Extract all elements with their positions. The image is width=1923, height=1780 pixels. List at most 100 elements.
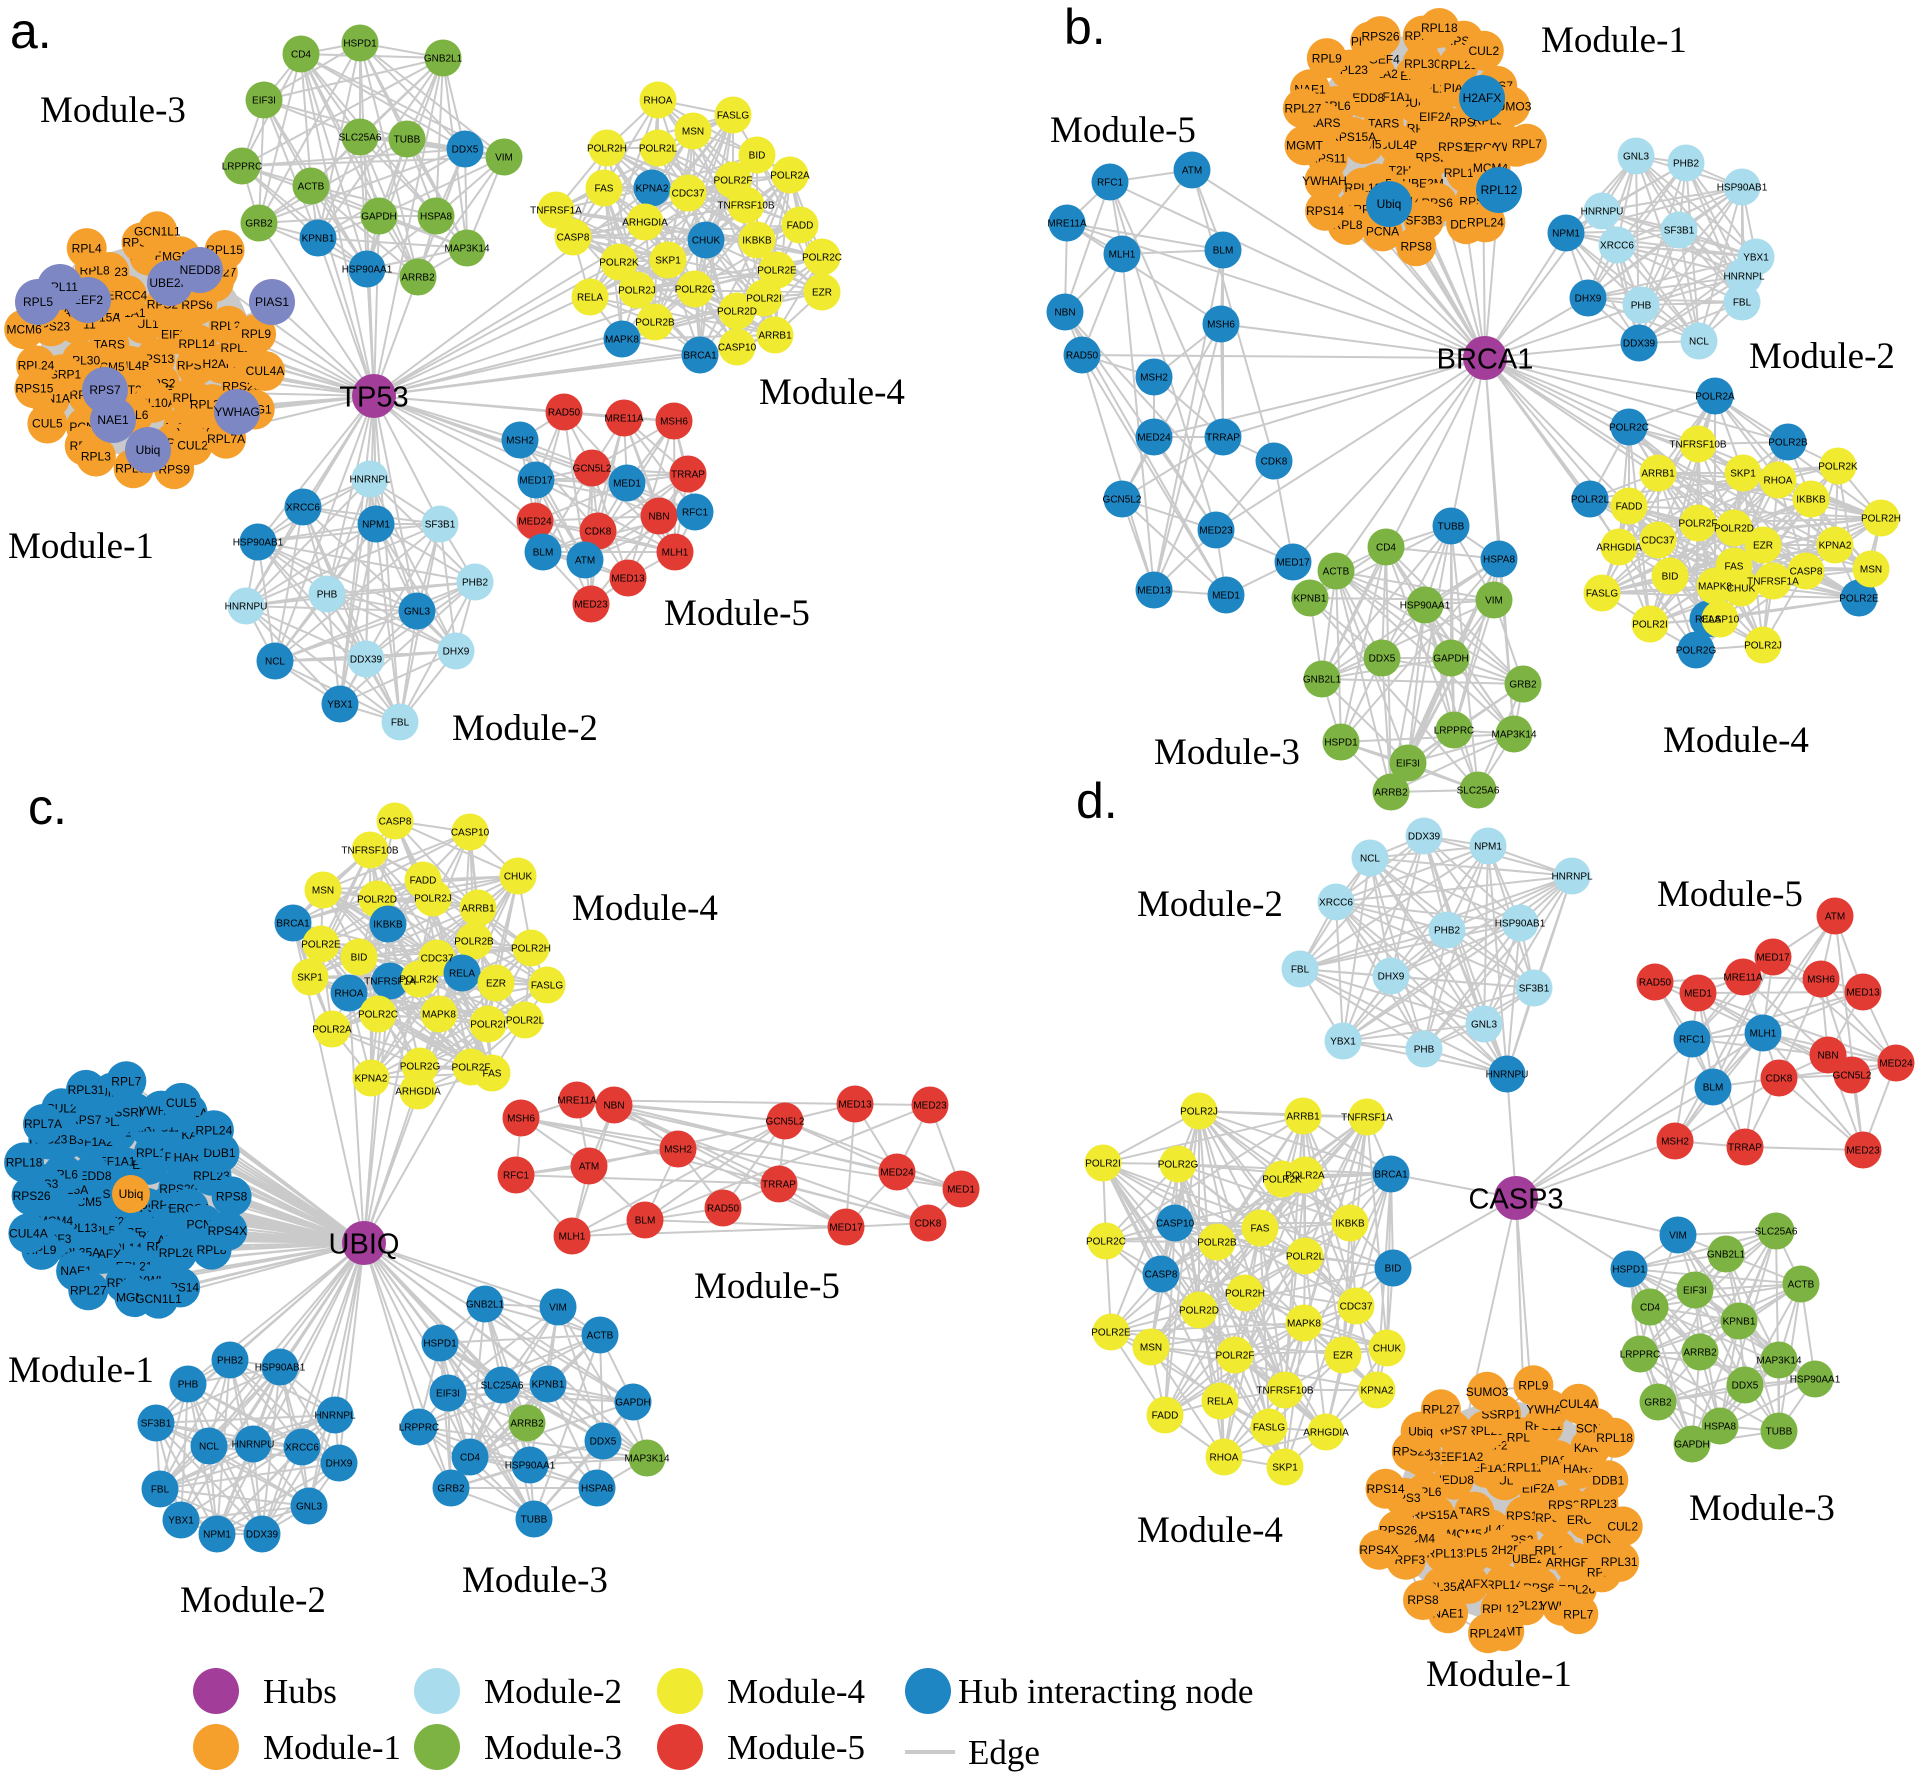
svg-text:BRCA1: BRCA1 (276, 919, 310, 930)
svg-text:a.: a. (10, 3, 52, 59)
svg-text:MSH2: MSH2 (664, 1145, 692, 1156)
svg-text:RPL7: RPL7 (1563, 1607, 1593, 1621)
svg-text:HSP90AB1: HSP90AB1 (255, 1363, 306, 1374)
svg-text:CHUK: CHUK (1727, 584, 1756, 595)
svg-text:CHUK: CHUK (1373, 1344, 1402, 1355)
svg-text:HNRNPL: HNRNPL (1551, 872, 1593, 883)
svg-text:SF3B1: SF3B1 (425, 520, 456, 531)
svg-text:GNB2L1: GNB2L1 (1303, 675, 1342, 686)
svg-text:GCN5L2: GCN5L2 (766, 1117, 805, 1128)
svg-text:Module-2: Module-2 (452, 708, 598, 749)
svg-text:Module-5: Module-5 (1657, 874, 1803, 915)
svg-text:RHOA: RHOA (335, 989, 364, 1000)
svg-text:TP53: TP53 (339, 382, 408, 414)
svg-text:RPS14: RPS14 (1366, 1482, 1404, 1496)
svg-text:LRPPRC: LRPPRC (1620, 1350, 1661, 1361)
svg-text:POLR2C: POLR2C (1086, 1237, 1126, 1248)
svg-text:CDC37: CDC37 (1642, 536, 1675, 547)
svg-text:PHB2: PHB2 (217, 1356, 244, 1367)
svg-text:CDK8: CDK8 (1766, 1074, 1793, 1085)
svg-text:POLR2L: POLR2L (639, 144, 678, 155)
svg-text:MAPK8: MAPK8 (605, 335, 639, 346)
svg-text:ARRB2: ARRB2 (1374, 788, 1408, 799)
svg-text:RPL9: RPL9 (1518, 1379, 1548, 1393)
svg-text:FASLG: FASLG (1586, 589, 1618, 600)
svg-text:HNRNPL: HNRNPL (314, 1411, 356, 1422)
svg-text:FAS: FAS (595, 184, 614, 195)
svg-text:MSH2: MSH2 (506, 436, 534, 447)
svg-text:HNRNPU: HNRNPU (1486, 1070, 1529, 1081)
svg-text:TNFRSF10B: TNFRSF10B (341, 846, 399, 857)
svg-text:POLR2G: POLR2G (675, 285, 716, 296)
svg-text:Module-5: Module-5 (1050, 110, 1196, 151)
svg-text:MSH6: MSH6 (1807, 975, 1835, 986)
svg-text:CASP8: CASP8 (379, 817, 412, 828)
svg-text:KPNA2: KPNA2 (355, 1074, 388, 1085)
svg-text:RPL5: RPL5 (1457, 1546, 1487, 1560)
svg-text:ACTB: ACTB (1788, 1280, 1815, 1291)
svg-text:RPS15A: RPS15A (1330, 130, 1376, 144)
svg-text:NBN: NBN (648, 512, 669, 523)
svg-text:MED1: MED1 (613, 479, 641, 490)
svg-text:MED1: MED1 (1212, 591, 1240, 602)
svg-text:c.: c. (28, 779, 67, 835)
svg-text:DDX5: DDX5 (590, 1437, 617, 1448)
svg-text:EEF1A2: EEF1A2 (1439, 1450, 1484, 1464)
svg-text:CUL4A: CUL4A (1559, 1397, 1598, 1411)
svg-text:GAPDH: GAPDH (615, 1398, 651, 1409)
svg-text:LRPPRC: LRPPRC (1434, 726, 1475, 737)
svg-text:BLM: BLM (1703, 1083, 1724, 1094)
svg-text:HSPA8: HSPA8 (1704, 1422, 1736, 1433)
svg-text:PHB: PHB (1414, 1045, 1435, 1056)
svg-text:ATM: ATM (1825, 912, 1845, 923)
svg-text:BID: BID (749, 151, 766, 162)
svg-text:ARHGDIA: ARHGDIA (1303, 1428, 1349, 1439)
svg-text:ACTB: ACTB (587, 1331, 614, 1342)
svg-text:MED17: MED17 (829, 1223, 863, 1234)
svg-text:HNRNPL: HNRNPL (1723, 272, 1765, 283)
svg-text:IKBKB: IKBKB (1796, 495, 1826, 506)
svg-text:EIF3I: EIF3I (1396, 759, 1420, 770)
svg-text:MGMT: MGMT (1286, 139, 1323, 153)
svg-text:RPL7: RPL7 (1512, 137, 1542, 151)
svg-text:SKP1: SKP1 (1272, 1463, 1298, 1474)
svg-text:RPL27: RPL27 (1423, 1403, 1460, 1417)
svg-text:EIF2A: EIF2A (1419, 110, 1452, 124)
svg-text:SLC25A6: SLC25A6 (1755, 1227, 1798, 1238)
svg-text:TRRAP: TRRAP (1728, 1143, 1762, 1154)
svg-text:Module-1: Module-1 (1426, 1654, 1572, 1695)
svg-text:MSN: MSN (682, 127, 704, 138)
svg-text:HSP90AB1: HSP90AB1 (1495, 919, 1546, 930)
svg-text:POLR2H: POLR2H (1861, 514, 1901, 525)
svg-text:CD4: CD4 (460, 1453, 480, 1464)
svg-text:RPS4X: RPS4X (208, 1224, 247, 1238)
svg-text:POLR2C: POLR2C (1609, 423, 1649, 434)
svg-text:POLR2I: POLR2I (1632, 620, 1668, 631)
svg-text:CASP3: CASP3 (1468, 1184, 1563, 1216)
svg-text:MSN: MSN (1860, 565, 1882, 576)
svg-text:PCNA: PCNA (1366, 225, 1399, 239)
svg-text:HSP90AA1: HSP90AA1 (1400, 601, 1451, 612)
svg-text:RPL18: RPL18 (6, 1156, 43, 1170)
svg-text:RPL24: RPL24 (18, 359, 55, 373)
svg-text:KPNA2: KPNA2 (1819, 541, 1852, 552)
svg-text:PHB: PHB (1631, 301, 1652, 312)
svg-text:POLR2A: POLR2A (1695, 392, 1735, 403)
svg-text:HSP90AB1: HSP90AB1 (1717, 183, 1768, 194)
svg-text:RAD50: RAD50 (1639, 978, 1672, 989)
svg-text:RPL5: RPL5 (23, 295, 53, 309)
svg-text:XRCC6: XRCC6 (1319, 898, 1353, 909)
svg-text:ARHGDIA: ARHGDIA (1596, 543, 1642, 554)
svg-text:GAPDH: GAPDH (361, 212, 397, 223)
svg-text:EZR: EZR (1753, 541, 1773, 552)
svg-text:Module-2: Module-2 (484, 1672, 622, 1711)
svg-text:NCL: NCL (265, 657, 285, 668)
svg-text:CUL2: CUL2 (1607, 1520, 1638, 1534)
svg-text:MRE11A: MRE11A (1723, 973, 1763, 984)
svg-text:Module-5: Module-5 (694, 1266, 840, 1307)
svg-text:DDX5: DDX5 (1369, 654, 1396, 665)
svg-text:RPS26: RPS26 (1361, 29, 1399, 43)
svg-text:FBL: FBL (151, 1485, 170, 1496)
svg-text:Hubs: Hubs (263, 1672, 337, 1711)
svg-text:KPNA2: KPNA2 (1361, 1386, 1394, 1397)
